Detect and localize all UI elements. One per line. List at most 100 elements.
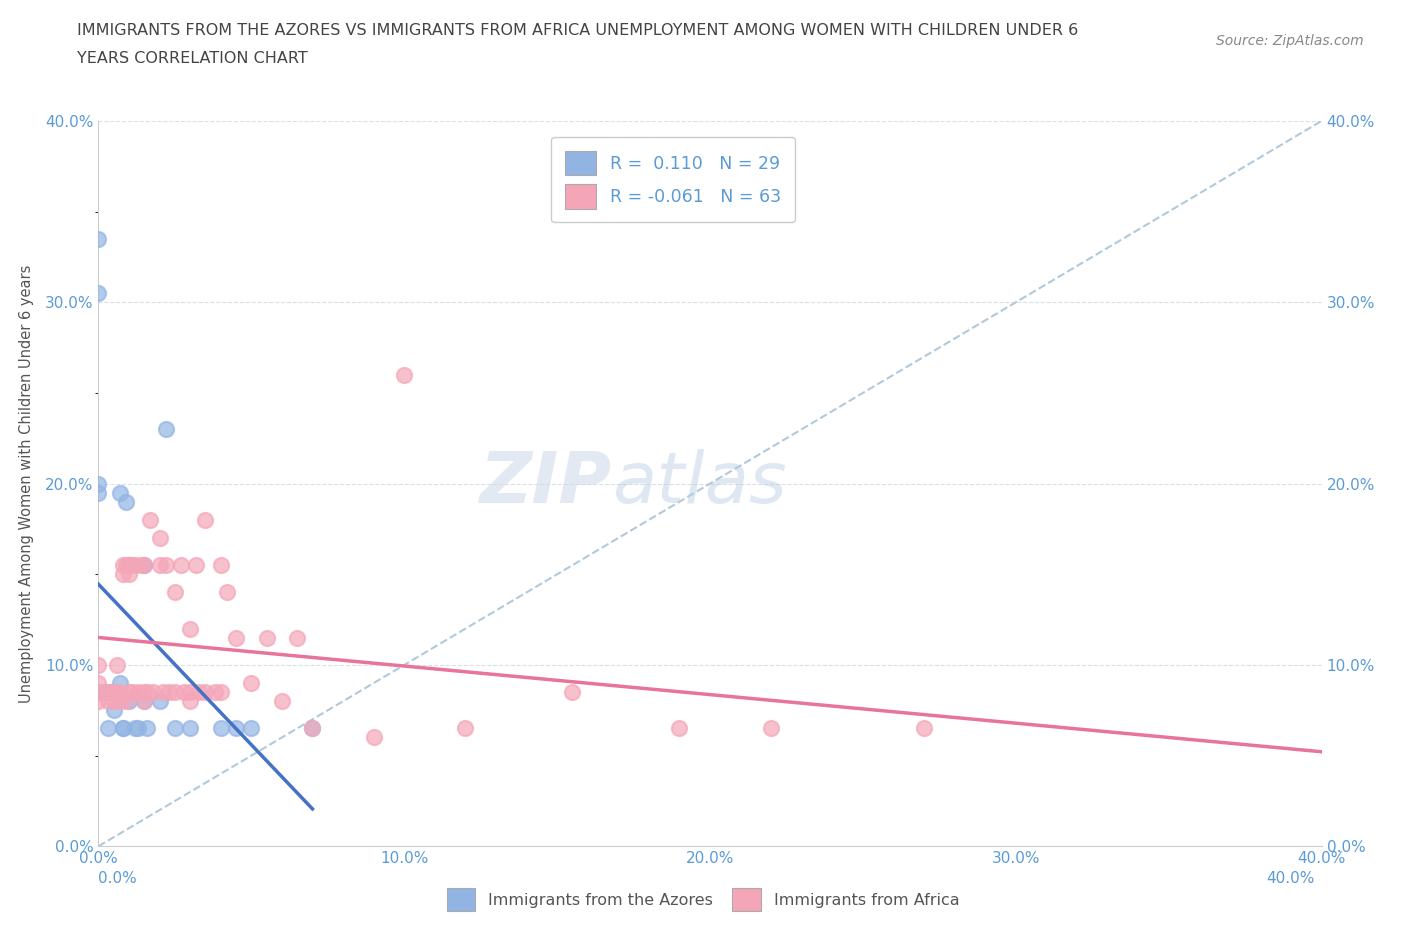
Y-axis label: Unemployment Among Women with Children Under 6 years: Unemployment Among Women with Children U… — [18, 264, 34, 703]
Point — [186, 558, 208, 573]
Point — [912, 721, 935, 736]
Point — [121, 684, 143, 699]
Point — [139, 512, 162, 527]
Point — [134, 694, 156, 709]
Point — [108, 485, 131, 500]
Point — [111, 721, 134, 736]
Point — [103, 684, 125, 699]
Point — [111, 567, 134, 582]
Point — [215, 585, 238, 600]
Point — [152, 684, 174, 699]
Text: YEARS CORRELATION CHART: YEARS CORRELATION CHART — [77, 51, 308, 66]
Point — [121, 558, 143, 573]
Point — [111, 721, 134, 736]
Point — [103, 694, 125, 709]
Point — [87, 485, 110, 500]
Point — [115, 694, 138, 709]
Point — [108, 675, 131, 690]
Point — [301, 721, 323, 736]
Point — [118, 567, 141, 582]
Point — [240, 675, 263, 690]
Point — [759, 721, 782, 736]
Point — [127, 684, 149, 699]
Point — [118, 694, 141, 709]
Point — [108, 684, 131, 699]
Text: 0.0%: 0.0% — [98, 871, 138, 886]
Legend: Immigrants from the Azores, Immigrants from Africa: Immigrants from the Azores, Immigrants f… — [440, 882, 966, 917]
Point — [134, 558, 156, 573]
Text: IMMIGRANTS FROM THE AZORES VS IMMIGRANTS FROM AFRICA UNEMPLOYMENT AMONG WOMEN WI: IMMIGRANTS FROM THE AZORES VS IMMIGRANTS… — [77, 23, 1078, 38]
Text: ZIP: ZIP — [479, 449, 612, 518]
Point — [179, 721, 201, 736]
Point — [204, 684, 226, 699]
Point — [118, 558, 141, 573]
Point — [194, 684, 217, 699]
Point — [270, 694, 292, 709]
Point — [170, 558, 193, 573]
Point — [87, 675, 110, 690]
Point — [136, 721, 159, 736]
Text: atlas: atlas — [612, 449, 787, 518]
Point — [363, 730, 385, 745]
Point — [149, 558, 172, 573]
Point — [134, 694, 156, 709]
Point — [209, 721, 232, 736]
Point — [155, 558, 177, 573]
Point — [103, 684, 125, 699]
Point — [142, 684, 165, 699]
Point — [127, 721, 149, 736]
Legend: R =  0.110   N = 29, R = -0.061   N = 63: R = 0.110 N = 29, R = -0.061 N = 63 — [551, 137, 796, 222]
Point — [668, 721, 690, 736]
Point — [194, 512, 217, 527]
Point — [149, 694, 172, 709]
Text: 40.0%: 40.0% — [1267, 871, 1315, 886]
Point — [173, 684, 195, 699]
Point — [134, 684, 156, 699]
Point — [136, 684, 159, 699]
Point — [225, 721, 247, 736]
Point — [179, 684, 201, 699]
Point — [188, 684, 211, 699]
Point — [87, 684, 110, 699]
Point — [87, 476, 110, 491]
Point — [93, 684, 115, 699]
Point — [124, 721, 146, 736]
Point — [129, 558, 152, 573]
Point — [115, 558, 138, 573]
Point — [225, 631, 247, 645]
Point — [209, 558, 232, 573]
Point — [209, 684, 232, 699]
Point — [454, 721, 477, 736]
Point — [301, 721, 323, 736]
Point — [163, 721, 186, 736]
Point — [124, 558, 146, 573]
Point — [97, 694, 120, 709]
Point — [179, 621, 201, 636]
Point — [134, 558, 156, 573]
Point — [256, 631, 278, 645]
Point — [163, 684, 186, 699]
Point — [97, 684, 120, 699]
Point — [100, 684, 122, 699]
Point — [155, 422, 177, 437]
Point — [108, 694, 131, 709]
Point — [115, 495, 138, 510]
Point — [87, 658, 110, 672]
Point — [561, 684, 583, 699]
Point — [87, 286, 110, 300]
Point — [285, 631, 308, 645]
Point — [179, 694, 201, 709]
Text: Source: ZipAtlas.com: Source: ZipAtlas.com — [1216, 34, 1364, 48]
Point — [392, 367, 416, 382]
Point — [87, 694, 110, 709]
Point — [118, 684, 141, 699]
Point — [157, 684, 180, 699]
Point — [149, 530, 172, 545]
Point — [103, 703, 125, 718]
Point — [87, 684, 110, 699]
Point — [87, 232, 110, 246]
Point — [105, 658, 128, 672]
Point — [97, 721, 120, 736]
Point — [163, 585, 186, 600]
Point — [118, 558, 141, 573]
